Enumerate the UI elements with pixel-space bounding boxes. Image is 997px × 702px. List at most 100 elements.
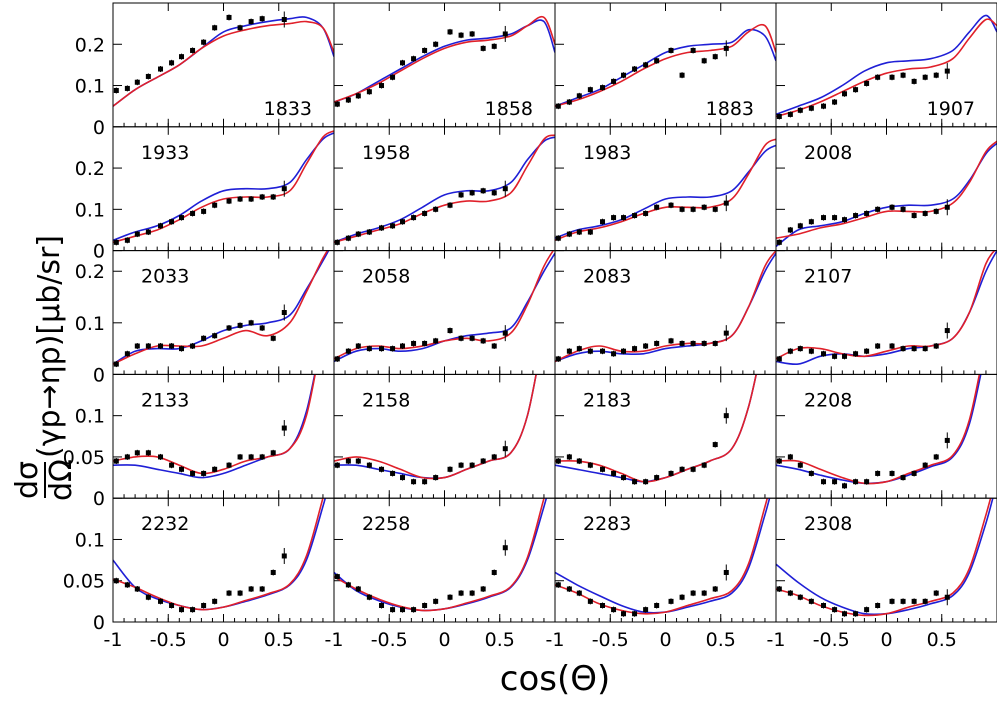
model-curve-blue (555, 374, 758, 483)
data-point (853, 351, 859, 357)
data-point (842, 353, 848, 359)
data-point (555, 458, 561, 464)
x-axis-label: cos(Θ) (500, 659, 611, 697)
y-tick-label: 0 (93, 241, 105, 263)
data-point (654, 602, 660, 608)
data-point (226, 14, 232, 20)
data-point (400, 60, 406, 66)
x-tick-label: 0.5 (264, 629, 294, 651)
data-point (422, 210, 428, 216)
data-point (124, 582, 130, 588)
panel-1833: 1833 0 0.1 0.2 (75, 2, 335, 139)
data-point (237, 454, 243, 460)
data-point (808, 470, 814, 476)
data-point (853, 87, 859, 93)
data-point (212, 202, 218, 208)
data-point (281, 425, 287, 431)
data-point (169, 219, 175, 225)
data-point (134, 79, 140, 85)
data-point (576, 590, 582, 596)
data-point (447, 202, 453, 208)
data-point (611, 607, 617, 613)
data-point (134, 450, 140, 456)
model-curve-blue (113, 132, 334, 242)
model-curve-red (776, 250, 996, 360)
data-point (842, 91, 848, 97)
energy-label: 1858 (485, 98, 533, 120)
data-point (433, 475, 439, 481)
data-point (566, 99, 572, 105)
data-point (723, 569, 729, 575)
y-axis-label: dσ dΩ (γp→ηp)[μb/sr] (10, 235, 79, 501)
data-point (491, 43, 497, 49)
data-point (248, 586, 254, 592)
data-point (447, 328, 453, 334)
data-point (480, 45, 486, 51)
data-point (900, 206, 906, 212)
y-tick-label: 0.05 (63, 571, 105, 593)
data-point (158, 454, 164, 460)
x-tick-label: 0.5 (485, 629, 515, 651)
model-curve-blue (776, 142, 997, 248)
data-point (566, 231, 572, 237)
model-curve-blue (776, 374, 982, 485)
data-point (712, 586, 718, 592)
data-point (469, 462, 475, 468)
data-point (832, 353, 838, 359)
data-point (134, 231, 140, 237)
data-point (944, 68, 950, 74)
data-point (621, 475, 627, 481)
data-point (944, 328, 950, 334)
data-point (632, 213, 638, 219)
data-point (632, 479, 638, 485)
data-point (900, 72, 906, 78)
model-curve-red (113, 250, 329, 365)
data-point (668, 338, 674, 344)
model-curve-red (776, 18, 997, 118)
x-tick-label: -1 (767, 629, 786, 651)
data-point (334, 574, 340, 580)
data-point (270, 569, 276, 575)
data-point (259, 325, 265, 331)
x-tick-label: 0.5 (927, 629, 957, 651)
data-point (201, 602, 207, 608)
data-point (447, 29, 453, 35)
data-point (621, 72, 627, 78)
data-point (411, 215, 417, 221)
data-point (345, 582, 351, 588)
data-point (842, 217, 848, 223)
model-curve-blue (555, 28, 776, 107)
data-point (643, 479, 649, 485)
data-point (411, 607, 417, 613)
model-curve-red (776, 140, 997, 239)
data-point (797, 594, 803, 600)
data-point (808, 219, 814, 225)
data-point (400, 607, 406, 613)
data-point (643, 607, 649, 613)
data-point (787, 454, 793, 460)
data-point (853, 479, 859, 485)
panel-2308: 2308 -1 -0.5 0 0.5 (767, 497, 997, 651)
model-curve-red (334, 374, 537, 480)
energy-label: 2133 (141, 389, 189, 411)
data-point (611, 215, 617, 221)
data-point (668, 598, 674, 604)
data-point (355, 231, 361, 237)
data-point (190, 607, 196, 613)
data-point (433, 338, 439, 344)
y-tick-label: 0 (93, 364, 105, 386)
model-curve-red (334, 498, 545, 612)
data-point (259, 454, 265, 460)
data-point (723, 413, 729, 419)
data-point (853, 611, 859, 617)
data-point (587, 229, 593, 235)
data-point (821, 351, 827, 357)
model-curve-red (334, 15, 555, 103)
model-curve-blue (776, 14, 997, 116)
data-point (480, 586, 486, 592)
data-point (134, 586, 140, 592)
x-tick-label: 0 (438, 629, 450, 651)
data-point (621, 348, 627, 354)
data-point (600, 85, 606, 91)
